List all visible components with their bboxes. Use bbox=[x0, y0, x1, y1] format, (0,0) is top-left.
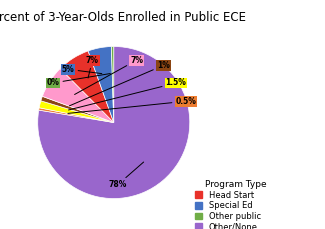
Wedge shape bbox=[39, 101, 114, 123]
Text: 78%: 78% bbox=[108, 162, 144, 189]
Wedge shape bbox=[88, 46, 114, 123]
Wedge shape bbox=[42, 68, 114, 123]
Text: 0%: 0% bbox=[46, 74, 110, 87]
Text: Percent of 3-Year-Olds Enrolled in Public ECE: Percent of 3-Year-Olds Enrolled in Publi… bbox=[0, 11, 245, 24]
Wedge shape bbox=[111, 46, 114, 123]
Legend: Head Start, Special Ed, Other public, Other/None, PA RTL, PA HSSAP, PA K4 & SBPK: Head Start, Special Ed, Other public, Ot… bbox=[194, 179, 277, 229]
Wedge shape bbox=[41, 96, 114, 123]
Wedge shape bbox=[39, 108, 114, 123]
Text: 0.5%: 0.5% bbox=[68, 97, 196, 113]
Text: 5%: 5% bbox=[62, 65, 102, 74]
Text: 7%: 7% bbox=[86, 56, 99, 78]
Wedge shape bbox=[60, 51, 114, 123]
Wedge shape bbox=[38, 46, 190, 199]
Text: 1.5%: 1.5% bbox=[69, 79, 187, 110]
Text: 1%: 1% bbox=[70, 61, 170, 106]
Text: 7%: 7% bbox=[74, 56, 143, 95]
